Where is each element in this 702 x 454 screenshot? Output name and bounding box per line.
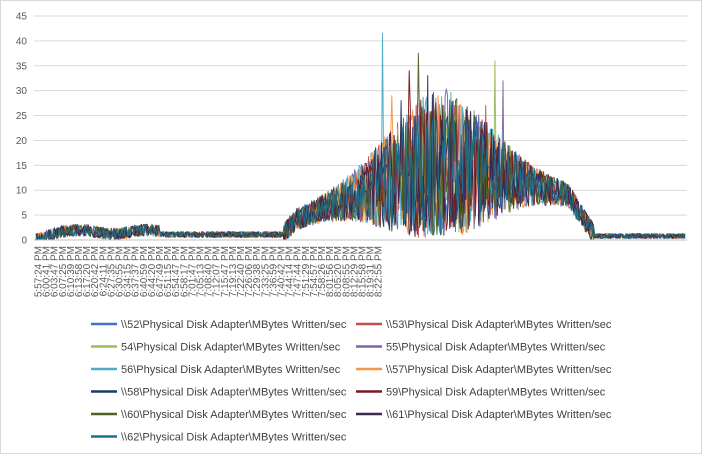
x-tick-label: 7:12:07 PM [212, 246, 223, 297]
x-tick-label: 6:30:55 PM [115, 246, 126, 297]
x-tick-label: 7:22:40 PM [236, 246, 247, 297]
legend-label: 54\Physical Disk Adapter\MBytes Written/… [121, 342, 341, 354]
x-tick-label: 6:37:37 PM [131, 246, 142, 297]
x-tick-label: 6:03:47 PM [50, 246, 61, 297]
legend-label: \\61\Physical Disk Adapter\MBytes Writte… [386, 409, 612, 421]
x-tick-label: 6:00:41 PM [42, 246, 53, 297]
x-tick-label: 7:29:38 PM [252, 246, 263, 297]
legend: \\52\Physical Disk Adapter\MBytes Writte… [91, 319, 612, 444]
y-tick-label: 45 [16, 12, 28, 23]
x-tick-label: 7:58:26 PM [317, 246, 328, 297]
x-tick-label: 7:51:29 PM [301, 246, 312, 297]
x-tick-label: 7:15:47 PM [220, 246, 231, 297]
x-tick-label: 7:26:06 PM [244, 246, 255, 297]
x-tick-label: 7:54:57 PM [309, 246, 320, 297]
legend-label: 59\Physical Disk Adapter\MBytes Written/… [386, 387, 606, 399]
x-tick-label: 6:34:15 PM [123, 246, 134, 297]
x-tick-label: 7:47:44 PM [293, 246, 304, 297]
y-tick-label: 0 [21, 236, 27, 247]
x-tick-label: 6:13:58 PM [74, 246, 85, 297]
legend-label: \\57\Physical Disk Adapter\MBytes Writte… [386, 364, 612, 376]
x-tick-label: 6:40:59 PM [139, 246, 150, 297]
y-tick-label: 40 [16, 36, 28, 47]
y-axis: 0 5 10 15 20 25 30 35 40 45 [16, 12, 28, 247]
y-tick-label: 30 [16, 86, 28, 97]
x-tick-label: 7:36:59 PM [268, 246, 279, 297]
legend-label: 55\Physical Disk Adapter\MBytes Written/… [386, 342, 606, 354]
x-tick-label: 7:08:40 PM [204, 246, 215, 297]
x-tick-label: 8:01:56 PM [325, 246, 336, 297]
x-tick-label: 6:54:47 PM [171, 246, 182, 297]
series-lines [35, 32, 686, 241]
x-tick-label: 7:33:25 PM [260, 246, 271, 297]
x-tick-label: 8:12:29 PM [349, 246, 360, 297]
x-tick-label: 8:05:20 PM [333, 246, 344, 297]
x-tick-label: 6:24:11 PM [98, 246, 109, 296]
legend-label: \\53\Physical Disk Adapter\MBytes Writte… [386, 319, 612, 331]
x-tick-label: 6:58:17 PM [179, 246, 190, 297]
legend-label: \\52\Physical Disk Adapter\MBytes Writte… [121, 319, 347, 331]
x-tick-label: 6:47:49 PM [155, 246, 166, 297]
legend-label: \\62\Physical Disk Adapter\MBytes Writte… [121, 432, 347, 444]
y-tick-label: 35 [16, 61, 28, 72]
x-tick-label: 6:07:25 PM [58, 246, 69, 297]
x-tick-label: 6:17:20 PM [82, 246, 93, 297]
legend-label: 56\Physical Disk Adapter\MBytes Written/… [121, 364, 341, 376]
x-tick-label: 7:05:13 PM [196, 246, 207, 297]
x-tick-label: 7:40:42 PM [277, 246, 288, 297]
series-line-10 [35, 120, 686, 241]
x-tick-label: 6:10:39 PM [66, 246, 77, 297]
y-tick-label: 5 [21, 211, 27, 222]
y-tick-label: 25 [16, 111, 28, 122]
x-tick-label: 6:27:35 PM [106, 246, 117, 297]
x-tick-label: 8:08:55 PM [341, 246, 352, 297]
x-tick-label: 8:15:58 PM [358, 246, 369, 297]
x-tick-label: 7:01:47 PM [187, 246, 198, 297]
x-tick-label: 7:44:14 PM [285, 246, 296, 297]
x-tick-label: 6:51:15 PM [163, 246, 174, 297]
y-tick-label: 20 [16, 136, 28, 147]
gridlines [34, 15, 687, 241]
x-axis: 5:57:24 PM6:00:41 PM6:03:47 PM6:07:25 PM… [34, 239, 687, 297]
x-tick-label: 5:57:24 PM [34, 246, 45, 297]
x-tick-label: 8:19:31 PM [366, 246, 377, 297]
x-tick-label: 7:19:13 PM [228, 246, 239, 297]
x-tick-label: 6:44:20 PM [147, 246, 158, 297]
legend-label: \\60\Physical Disk Adapter\MBytes Writte… [121, 409, 347, 421]
legend-label: \\58\Physical Disk Adapter\MBytes Writte… [121, 387, 347, 399]
y-tick-label: 15 [16, 161, 28, 172]
x-tick-label: 8:22:55 PM [374, 246, 385, 297]
y-tick-label: 10 [16, 186, 28, 197]
x-tick-label: 6:20:42 PM [90, 246, 101, 297]
